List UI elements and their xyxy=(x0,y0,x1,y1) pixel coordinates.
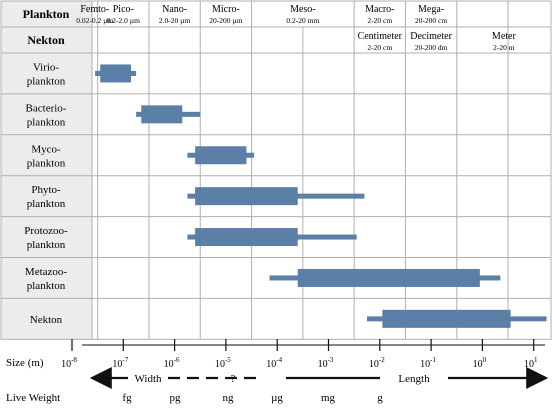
row-label-cell xyxy=(1,216,92,258)
nekton-class-name: Centimeter xyxy=(358,31,403,42)
axis-tick-label: 10-5 xyxy=(215,356,231,370)
width-length-arrows: Width ? Length xyxy=(89,367,549,389)
size-class-name: Nano- xyxy=(162,4,187,15)
width-label: Width xyxy=(134,373,162,385)
weight-label: mg xyxy=(321,392,336,404)
range-bar xyxy=(382,309,511,328)
row-label: Virio- xyxy=(33,61,60,73)
range-bar xyxy=(141,105,183,124)
weight-label: pg xyxy=(170,392,182,404)
axis-tick-label: 10-2 xyxy=(369,356,385,370)
nekton-header-cell xyxy=(1,27,92,53)
table-grid xyxy=(1,1,92,53)
nekton-class-range: 2-20 m xyxy=(493,43,515,52)
size-axis-label: Size (m) xyxy=(6,357,44,369)
range-bar xyxy=(100,64,131,83)
nekton-class-name: Meter xyxy=(492,31,517,42)
row-label: Protozoo- xyxy=(24,225,68,237)
size-class-name: Micro- xyxy=(212,4,240,15)
range-bar xyxy=(195,187,298,206)
axis-tick-label: 10-4 xyxy=(266,356,282,370)
grid-border xyxy=(0,0,552,340)
nekton-class-name: Decimeter xyxy=(410,31,452,42)
size-range-bars xyxy=(95,64,547,328)
weight-label: fg xyxy=(122,392,132,404)
grid-lines xyxy=(0,0,552,340)
row-label: plankton xyxy=(27,198,66,210)
range-bar xyxy=(297,268,480,287)
axis-tick-label: 101 xyxy=(524,356,538,370)
size-class-name: Pico- xyxy=(113,4,134,15)
row-label: Myco- xyxy=(31,143,61,155)
row-label: Nekton xyxy=(30,314,63,326)
question-label: ? xyxy=(231,373,236,385)
size-class-name: Mega- xyxy=(418,4,444,15)
length-label: Length xyxy=(398,373,430,385)
axis-tick-label: 10-3 xyxy=(318,356,334,370)
size-class-name: Meso- xyxy=(290,4,316,15)
row-label: plankton xyxy=(27,239,66,251)
size-class-range: 0.2-2.0 µm xyxy=(107,16,140,25)
nekton-header: Nekton xyxy=(27,33,65,47)
plankton-header-cell xyxy=(1,1,92,27)
row-label-cell xyxy=(1,93,92,135)
row-label: plankton xyxy=(27,116,66,128)
row-label-cell xyxy=(1,257,92,299)
size-axis: Size (m) 10-8 10-7 10-6 10-5 10-4 10-3 10-2 10-… xyxy=(6,339,545,370)
row-label: Bacterio- xyxy=(26,102,67,114)
weight-label: ng xyxy=(223,392,235,404)
row-label-cell xyxy=(1,298,92,340)
size-class-range: 20-200 cm xyxy=(415,16,447,25)
row-label-cell xyxy=(1,134,92,176)
size-class-range: 0.2-20 mm xyxy=(286,16,319,25)
range-bar xyxy=(195,146,247,165)
axis-tick-label: 10-8 xyxy=(61,356,77,370)
axis-tick-label: 100 xyxy=(473,356,487,370)
size-class-range: 2-20 cm xyxy=(367,16,392,25)
row-label: plankton xyxy=(27,75,66,87)
size-class-name: Femto- xyxy=(80,4,109,15)
size-class-range: 2.0-20 µm xyxy=(159,16,191,25)
organism-rows: Virio-plankton Bacterio-plankton Myco-plan… xyxy=(1,53,92,340)
axis-tick-label: 10-6 xyxy=(164,356,180,370)
axis-tick-label: 10-7 xyxy=(112,356,128,370)
row-label-cell xyxy=(1,53,92,94)
plankton-header: Plankton xyxy=(23,7,70,21)
nekton-class-range: 2-20 cm xyxy=(367,43,392,52)
size-class-range: 0.02-0.2 µm xyxy=(76,16,113,25)
size-class-name: Macro- xyxy=(365,4,394,15)
weight-label: g xyxy=(377,392,383,404)
row-label: Phyto- xyxy=(31,184,61,196)
range-bar xyxy=(195,228,298,247)
row-label-cell xyxy=(1,175,92,217)
size-class-range: 20-200 µm xyxy=(209,16,242,25)
row-label: plankton xyxy=(27,157,66,169)
weight-label: µg xyxy=(271,392,283,404)
row-label: Metazoo- xyxy=(25,266,67,278)
live-weights: fg pg ng µg mg g xyxy=(122,392,383,404)
nekton-class-range: 20-200 dm xyxy=(415,43,448,52)
axis-tick-label: 10-1 xyxy=(420,356,436,370)
live-weight-label: Live Weight xyxy=(6,392,60,404)
row-label: plankton xyxy=(27,280,66,292)
